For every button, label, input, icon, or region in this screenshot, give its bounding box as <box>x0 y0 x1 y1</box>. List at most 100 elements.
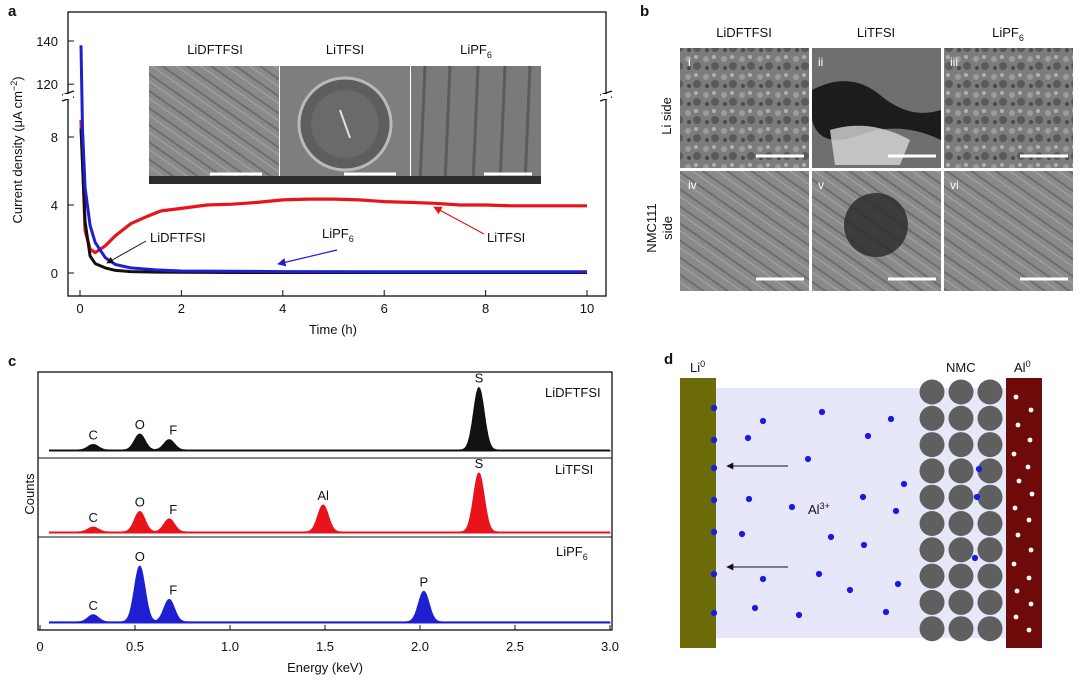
nmc-particle <box>919 379 945 405</box>
nmc-particle <box>977 484 1003 510</box>
al-ion <box>759 417 767 425</box>
y-tick-label: 120 <box>36 77 58 92</box>
lipf6-stripes <box>418 65 532 185</box>
panel-b: b LiDFTFSI LiTFSI LiPF6 Li side NMC111 s… <box>640 3 1073 291</box>
arrow-litfsi <box>433 206 485 235</box>
label-lidftfsi: LiDFTFSI <box>150 230 206 245</box>
al-ion <box>751 604 759 612</box>
peak-label-o: O <box>135 549 145 564</box>
panel-c: c Counts Energy (keV) 0 0.5 1.0 1.5 2.0 2.5 3.… <box>8 353 619 675</box>
y-tick-label: 8 <box>51 130 58 145</box>
spectrum-lidftfsi <box>49 386 611 452</box>
al-dot <box>1015 422 1021 428</box>
spectrum-label-lidftfsi: LiDFTFSI <box>545 385 601 400</box>
sem-image-iv <box>680 171 809 291</box>
nmc-label: NMC <box>946 360 976 375</box>
nmc-particles <box>919 379 1003 642</box>
panel-a-x-ticks: 0 2 4 6 8 10 <box>76 290 594 316</box>
pit-scratch <box>339 109 351 139</box>
column-lidftfsi: LiDFTFSI <box>716 25 772 40</box>
peak-label-p: P <box>419 574 428 589</box>
ion-label: Al3+ <box>808 501 830 517</box>
nmc-particle <box>919 616 945 642</box>
peak-label-c: C <box>89 510 98 525</box>
al-ion <box>846 586 854 594</box>
nmc-particle <box>977 379 1003 405</box>
x-tick-label: 0.5 <box>126 639 144 654</box>
nmc-particle <box>977 563 1003 589</box>
spectrum-litfsi <box>49 472 611 534</box>
panel-c-peak-labels: C O F S C O F Al S C O F P <box>89 371 484 613</box>
panel-b-letter: b <box>640 3 649 20</box>
peak-label-s: S <box>475 456 484 471</box>
nmc-particle <box>948 458 974 484</box>
nmc-particle <box>919 458 945 484</box>
series-line-litfsi <box>79 119 587 255</box>
al-label: Al0 <box>1014 359 1031 375</box>
inset-title-lipf6: LiPF6 <box>460 42 492 60</box>
al-ion <box>710 464 718 472</box>
nmc-particle <box>919 511 945 536</box>
al-dot <box>1016 478 1022 484</box>
al-ion <box>882 608 890 616</box>
nmc-particle <box>948 589 974 615</box>
spectrum-lipf6 <box>49 565 611 624</box>
al-ion <box>859 493 867 501</box>
x-tick-label: 2 <box>178 301 185 316</box>
nmc-particle <box>919 537 945 563</box>
nmc-particle <box>977 537 1003 563</box>
nmc-particle <box>948 616 974 642</box>
nmc-particle <box>977 432 1003 458</box>
x-tick-label: 1.0 <box>221 639 239 654</box>
al-ion <box>710 436 718 444</box>
al-ion <box>744 434 752 442</box>
peak-label-c: C <box>89 598 98 613</box>
sem-image-vi <box>944 171 1073 291</box>
x-tick-label: 2.5 <box>506 639 524 654</box>
al-ion <box>795 611 803 619</box>
crack-feature <box>812 81 941 140</box>
x-tick-label: 4 <box>279 301 286 316</box>
nmc-particle <box>948 537 974 563</box>
nmc-particle <box>977 616 1003 642</box>
b-scale-bars <box>756 154 1068 281</box>
label-lipf6: LiPF6 <box>322 226 354 244</box>
nmc-particle <box>919 405 945 431</box>
panel-c-x-ticks: 0 0.5 1.0 1.5 2.0 2.5 3.0 <box>36 625 619 654</box>
x-tick-label: 6 <box>381 301 388 316</box>
al-ion <box>710 528 718 536</box>
nmc-particle <box>977 458 1003 484</box>
peak-label-al: Al <box>317 488 329 503</box>
al-ion <box>710 496 718 504</box>
nmc-particle <box>948 484 974 510</box>
column-lipf6: LiPF6 <box>992 25 1024 43</box>
nmc-particle <box>919 432 945 458</box>
al-dot <box>1028 601 1034 607</box>
tag-iii: iii <box>950 55 958 69</box>
inset-sem-lidftfsi <box>149 66 279 184</box>
al-ion <box>975 465 983 473</box>
y-tick-label: 4 <box>51 198 58 213</box>
panel-a-y-ticks: 0 4 8 120 140 <box>36 34 74 281</box>
al-dot <box>1029 491 1035 497</box>
panel-a-y-label: Current density (μA cm−2) <box>9 76 25 223</box>
al-dot <box>1026 627 1032 633</box>
x-tick-label: 3.0 <box>601 639 619 654</box>
al-dot <box>1013 614 1019 620</box>
al-ion <box>710 404 718 412</box>
row-label-li: Li side <box>659 97 674 135</box>
panel-a-series <box>79 45 587 274</box>
inset-title-litfsi: LiTFSI <box>326 42 364 57</box>
al-electrode-dots <box>1011 394 1035 633</box>
nmc-particle <box>948 511 974 536</box>
inset-title-lidftfsi: LiDFTFSI <box>187 42 243 57</box>
panel-a-frame <box>67 11 607 297</box>
series-line-lipf6 <box>79 45 587 274</box>
spectrum-label-litfsi: LiTFSI <box>555 462 593 477</box>
al-ion <box>973 493 981 501</box>
al-ion <box>788 503 796 511</box>
axis-break-marks <box>61 90 613 102</box>
al-ion <box>710 609 718 617</box>
al-dot <box>1028 547 1034 553</box>
row-label-nmc-1: NMC111 <box>644 203 659 252</box>
